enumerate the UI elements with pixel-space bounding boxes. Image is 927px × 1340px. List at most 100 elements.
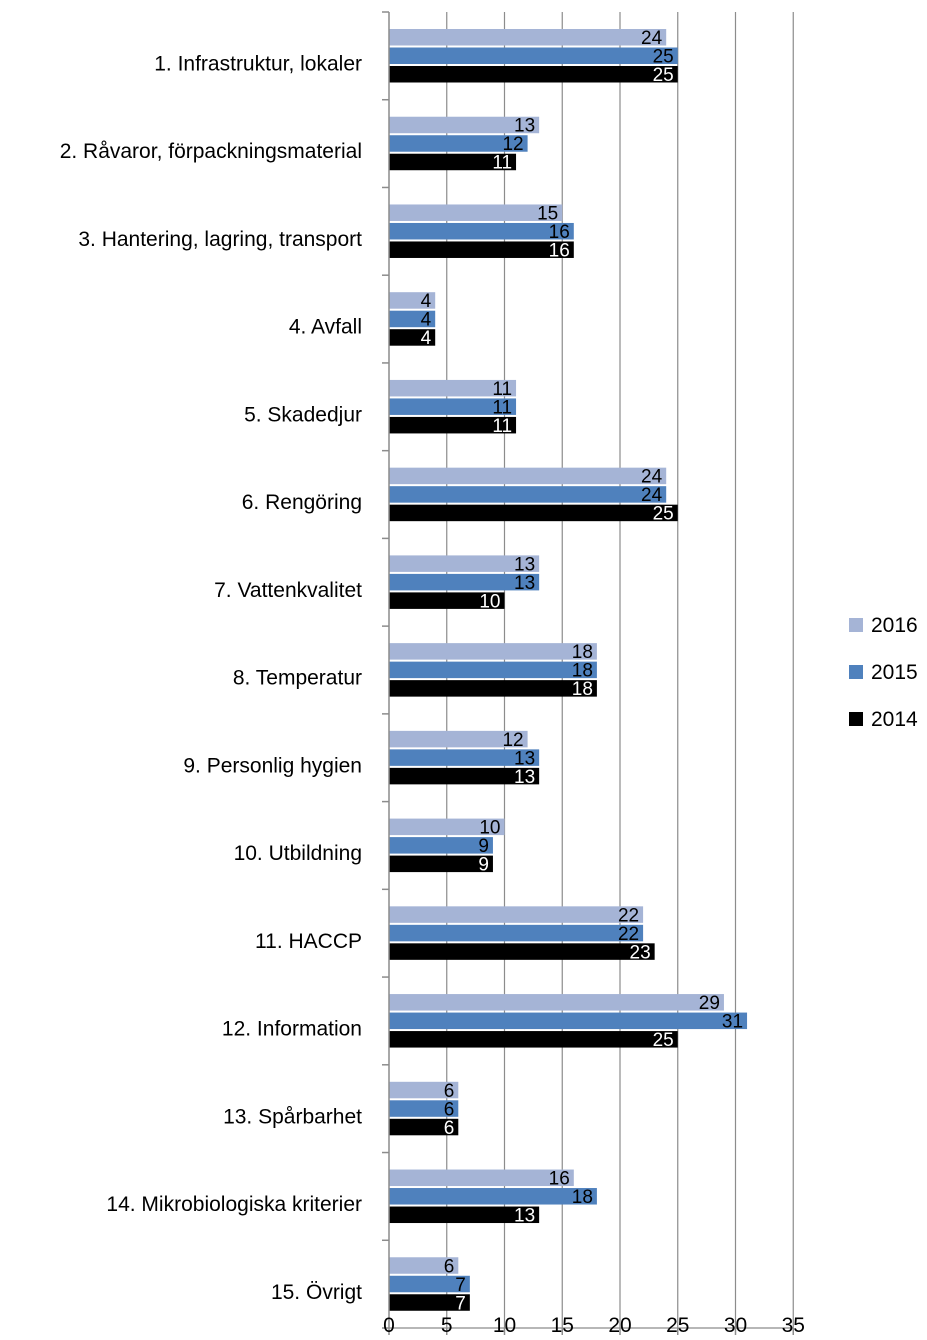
- bar-2014: [389, 943, 655, 960]
- bar-2016: [389, 204, 563, 221]
- bar-2016: [389, 906, 644, 923]
- data-label: 13: [514, 116, 535, 137]
- data-label: 12: [502, 730, 523, 751]
- bar-2014: [389, 767, 540, 785]
- bar-2015: [389, 573, 540, 591]
- bar-2014: [389, 504, 678, 522]
- bar-2015: [389, 837, 493, 854]
- bar-2014: [389, 1118, 459, 1136]
- data-label: 25: [653, 47, 674, 68]
- bar-2014: [389, 680, 597, 697]
- bar-2015: [389, 135, 528, 152]
- legend-label: 2014: [871, 708, 918, 731]
- category-label: 2. Råvaror, förpackningsmaterial: [60, 140, 362, 163]
- data-label: 16: [549, 240, 570, 261]
- data-label: 16: [549, 222, 570, 243]
- data-label: 24: [641, 28, 663, 49]
- bar-2015: [389, 661, 597, 679]
- data-label: 9: [478, 855, 489, 876]
- category-label: 15. Övrigt: [271, 1281, 362, 1304]
- data-label: 18: [572, 661, 593, 682]
- data-label: 13: [514, 748, 535, 769]
- bar-2015: [389, 398, 517, 415]
- category-labels: 1. Infrastruktur, lokaler 2. Råvaror, för…: [60, 53, 362, 1304]
- x-tick-label: 25: [666, 1314, 689, 1337]
- data-label: 25: [653, 1030, 674, 1051]
- bar-2014: [389, 153, 517, 171]
- legend-label: 2016: [871, 614, 918, 637]
- data-label: 31: [722, 1012, 743, 1033]
- category-label: 11. HACCP: [255, 930, 362, 953]
- category-label: 3. Hantering, lagring, transport: [78, 228, 362, 251]
- data-label: 13: [514, 554, 535, 575]
- data-label: 11: [492, 379, 512, 400]
- legend: 2016 2015 2014: [849, 614, 918, 731]
- data-label: 7: [455, 1293, 466, 1314]
- bar-2015: [389, 310, 436, 328]
- bar-2015: [389, 1012, 748, 1030]
- bar-2016: [389, 116, 540, 134]
- bar-2016: [389, 643, 597, 660]
- bar-2016: [389, 292, 436, 309]
- data-label: 4: [421, 310, 432, 331]
- data-label: 6: [444, 1256, 455, 1277]
- data-label: 22: [618, 924, 639, 945]
- data-label: 24: [641, 467, 663, 488]
- bar-2015: [389, 924, 644, 942]
- data-label: 6: [444, 1099, 455, 1120]
- bar-2014: [389, 1031, 678, 1048]
- data-label: 29: [699, 993, 720, 1014]
- bar-2015: [389, 1275, 470, 1293]
- category-label: 4. Avfall: [289, 316, 362, 339]
- data-label: 4: [421, 328, 432, 349]
- bar-2015: [389, 1100, 459, 1117]
- legend-swatch-2015: [849, 665, 863, 679]
- data-label: 13: [514, 573, 535, 594]
- bar-2014: [389, 592, 505, 609]
- bar-2014: [389, 1294, 470, 1311]
- bar-2016: [389, 1257, 459, 1274]
- x-tick-label: 30: [724, 1314, 747, 1337]
- data-label: 25: [653, 504, 674, 525]
- bar-2014: [389, 416, 517, 434]
- x-tick-label: 15: [551, 1314, 574, 1337]
- bar-2014: [389, 329, 436, 346]
- data-label: 22: [618, 905, 639, 926]
- data-label: 25: [653, 65, 674, 86]
- bar-2016: [389, 1169, 574, 1187]
- category-label: 10. Utbildning: [234, 842, 362, 865]
- category-label: 7. Vattenkvalitet: [214, 579, 362, 602]
- data-label: 6: [444, 1081, 455, 1102]
- data-label: 7: [455, 1275, 466, 1296]
- bar-2014: [389, 1206, 540, 1224]
- data-label: 23: [630, 942, 651, 963]
- x-tick-label: 0: [383, 1314, 395, 1337]
- bar-2016: [389, 555, 540, 572]
- data-label: 11: [492, 397, 512, 418]
- bar-2016: [389, 730, 528, 748]
- data-label: 18: [572, 679, 593, 700]
- bar-2015: [389, 486, 667, 503]
- bar-2014: [389, 855, 493, 873]
- data-label: 16: [549, 1169, 570, 1190]
- bar-2015: [389, 47, 678, 64]
- data-label: 18: [572, 1187, 593, 1208]
- data-label: 11: [492, 416, 512, 437]
- legend-label: 2015: [871, 661, 918, 684]
- data-label: 6: [444, 1118, 455, 1139]
- bar-2015: [389, 222, 574, 240]
- data-label: 13: [514, 1206, 535, 1227]
- data-label: 24: [641, 485, 663, 506]
- category-label: 8. Temperatur: [233, 667, 362, 690]
- category-label: 9. Personlig hygien: [183, 754, 362, 777]
- data-label: 11: [492, 153, 512, 174]
- bar-2014: [389, 241, 574, 258]
- bar-2014: [389, 66, 678, 83]
- x-tick-labels: 0 5 10 15 20 25 30 35: [383, 1314, 805, 1337]
- bar-2016: [389, 818, 505, 836]
- data-label: 4: [421, 291, 432, 312]
- bar-2016: [389, 379, 517, 397]
- legend-swatch-2016: [849, 618, 863, 632]
- x-tick-label: 35: [782, 1314, 805, 1337]
